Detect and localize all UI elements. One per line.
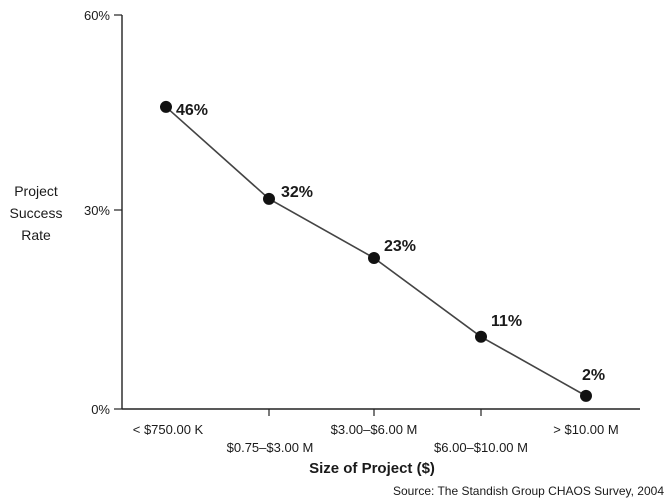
data-label: 11%: [491, 313, 522, 330]
data-point: [368, 251, 380, 264]
data-label: 46%: [176, 102, 208, 119]
y-axis-label-line-3: Rate: [21, 227, 51, 243]
data-point: [160, 100, 172, 113]
y-axis-label-line-2: Success: [10, 205, 63, 221]
y-tick-label-30: 30%: [84, 203, 110, 218]
x-tick-label-5: > $10.00 M: [553, 422, 618, 437]
y-tick-label-0: 0%: [91, 402, 110, 417]
x-tick-label-3: $3.00–$6.00 M: [331, 422, 418, 437]
source-note: Source: The Standish Group CHAOS Survey,…: [393, 484, 664, 498]
x-axis-label: Size of Project ($): [309, 460, 435, 477]
data-point: [475, 330, 487, 343]
data-label: 2%: [582, 367, 605, 384]
series-line: [165, 106, 587, 397]
y-axis-label-line-1: Project: [14, 183, 58, 199]
x-tick-label-4: $6.00–$10.00 M: [434, 440, 528, 455]
data-point: [580, 389, 592, 402]
x-tick-label-1: < $750.00 K: [133, 422, 204, 437]
data-label: 32%: [281, 184, 313, 201]
data-point: [263, 192, 275, 205]
y-tick-label-60: 60%: [84, 8, 110, 23]
x-tick-label-2: $0.75–$3.00 M: [227, 440, 314, 455]
series-layer: 46% 32% 23% 11% 2%: [160, 100, 605, 402]
data-label: 23%: [384, 238, 416, 255]
